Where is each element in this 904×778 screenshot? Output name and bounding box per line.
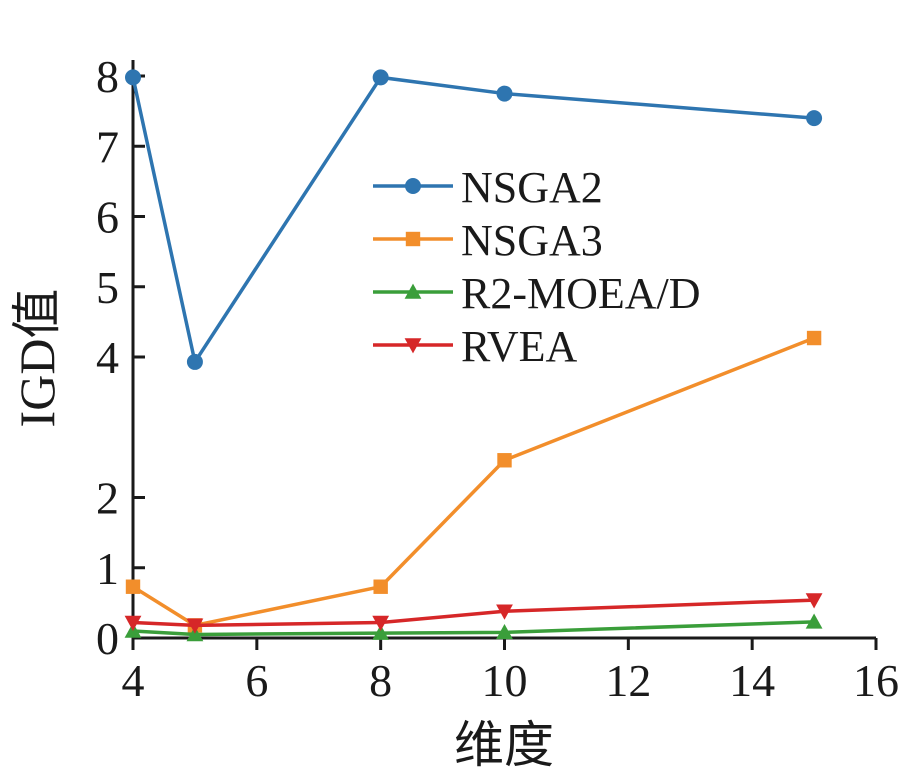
data-point-r2-moea-d <box>372 624 390 640</box>
data-point-nsga2 <box>806 110 823 127</box>
data-point-nsga2 <box>496 85 513 102</box>
x-tick-label: 12 <box>605 655 651 706</box>
data-point-nsga3 <box>373 579 388 594</box>
data-point-rvea <box>124 615 142 631</box>
y-tick-label: 5 <box>96 262 119 313</box>
series-nsga2 <box>125 69 823 370</box>
y-tick-label: 8 <box>96 51 119 102</box>
data-point-r2-moea-d <box>496 623 513 640</box>
data-point-r2-moea-d <box>805 613 823 629</box>
legend-item-nsga2: NSGA2 <box>373 163 603 212</box>
y-tick-label: 4 <box>96 332 119 383</box>
legend-marker-rvea <box>404 338 422 354</box>
series-layer <box>124 69 823 642</box>
y-tick-label: 1 <box>96 543 119 594</box>
data-point-nsga3 <box>125 579 141 594</box>
series-nsga3 <box>125 330 822 633</box>
y-tick-label: 2 <box>96 473 119 524</box>
x-tick-label: 4 <box>122 655 145 706</box>
x-tick-label: 8 <box>369 655 392 706</box>
legend-item-rvea: RVEA <box>373 322 577 371</box>
series-line-nsga3 <box>132 336 815 628</box>
x-tick-label: 10 <box>482 655 528 706</box>
series-line-rvea <box>132 598 815 628</box>
legend-label-rvea: RVEA <box>461 322 577 371</box>
y-tick-label: 7 <box>96 121 119 172</box>
data-point-rvea <box>186 618 204 634</box>
x-tick-label: 6 <box>245 655 268 706</box>
legend-label-nsga3: NSGA3 <box>461 216 603 265</box>
legend-item-r2-moea-d: R2-MOEA/D <box>373 269 701 318</box>
legend-marker-nsga2 <box>405 178 421 194</box>
data-point-rvea <box>496 604 513 620</box>
legend-marker-nsga3 <box>405 231 421 247</box>
legend-marker-r2-moea-d <box>404 283 422 299</box>
x-axis-title: 维度 <box>454 717 554 773</box>
legend-label-nsga2: NSGA2 <box>461 163 603 212</box>
x-tick-label: 16 <box>853 655 899 706</box>
data-point-nsga3 <box>806 330 822 346</box>
x-tick-label: 14 <box>729 655 775 706</box>
legend-item-nsga3: NSGA3 <box>373 216 603 265</box>
legend-label-r2-moea-d: R2-MOEA/D <box>461 269 701 318</box>
data-point-rvea <box>372 615 390 631</box>
data-point-nsga2 <box>372 69 389 86</box>
data-point-nsga3 <box>497 453 512 468</box>
data-point-nsga2 <box>186 353 203 370</box>
data-point-nsga2 <box>125 69 141 86</box>
y-tick-label: 0 <box>96 613 119 664</box>
y-axis-title: IGD值 <box>9 289 65 428</box>
series-rvea <box>124 593 823 634</box>
data-point-rvea <box>805 593 823 609</box>
y-tick-label: 6 <box>96 192 119 243</box>
